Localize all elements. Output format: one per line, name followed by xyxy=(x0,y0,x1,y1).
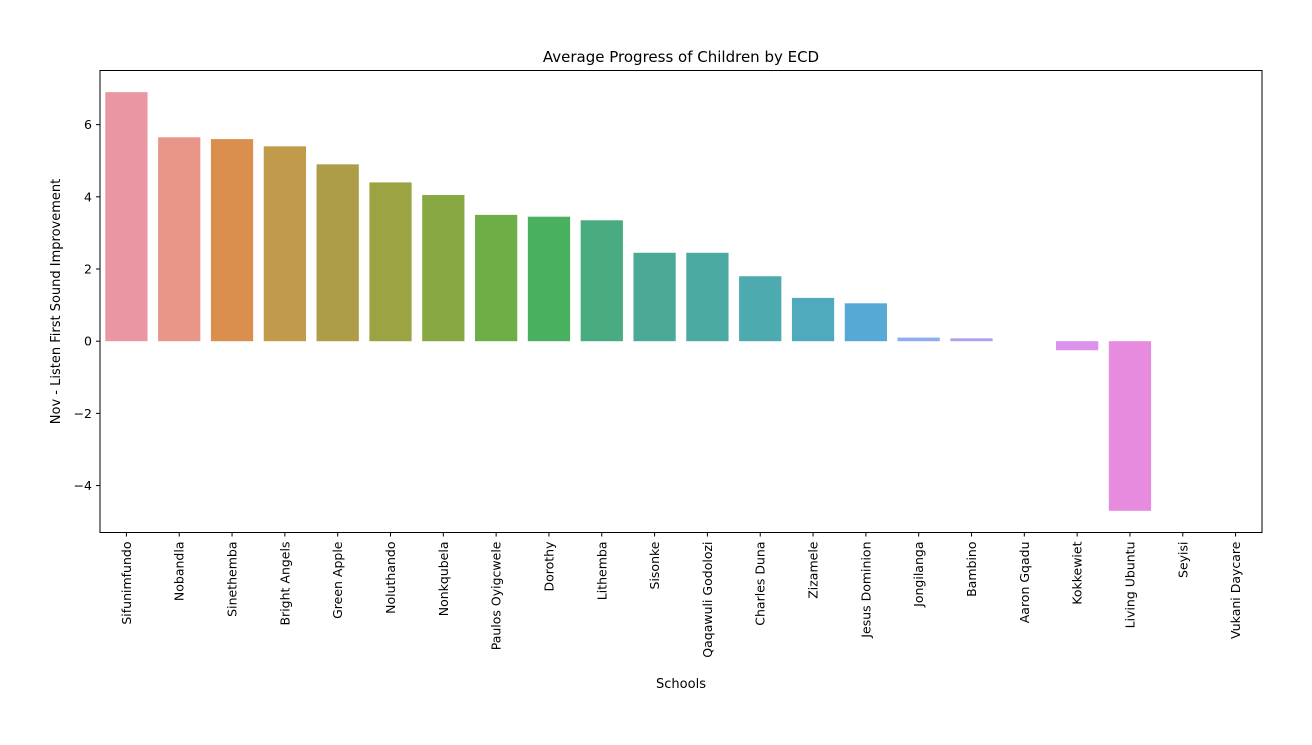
x-tick-label: Sifunimfundo xyxy=(119,542,134,625)
y-tick-label: −4 xyxy=(74,478,92,493)
y-tick-label: −2 xyxy=(74,406,92,421)
x-tick-label: Living Ubuntu xyxy=(1122,542,1137,629)
bar-noluthando xyxy=(369,182,412,342)
x-tick-label: Qaqawuli Godolozi xyxy=(700,542,715,658)
bar-nobandla xyxy=(158,137,201,342)
x-tick-label: Jesus Dominion xyxy=(858,542,873,639)
chart-title: Average Progress of Children by ECD xyxy=(543,48,819,66)
x-tick-label: Aaron Gqadu xyxy=(1017,542,1032,624)
bar-nonkqubela xyxy=(422,195,465,342)
x-tick-label: Vukani Daycare xyxy=(1228,541,1243,639)
x-tick-label: Jongilanga xyxy=(911,542,926,608)
y-tick-label: 6 xyxy=(84,117,92,132)
x-tick-label: Bambino xyxy=(964,542,979,597)
x-tick-label: Noluthando xyxy=(383,542,398,614)
x-tick-label: Nobandla xyxy=(172,542,187,602)
y-tick-label: 2 xyxy=(84,262,92,277)
y-tick-label: 0 xyxy=(84,334,92,349)
bar-jongilanga xyxy=(897,337,940,342)
y-axis-label: Nov - Listen First Sound Improvement xyxy=(49,179,64,424)
x-tick-label: Seyisi xyxy=(1175,542,1190,578)
bar-zizamele xyxy=(791,297,835,342)
x-axis: Sifunimfundo Nobandla Sinethemba Bright Ang… xyxy=(119,532,1243,658)
bar-living-ubuntu xyxy=(1108,341,1152,511)
bar-bambino xyxy=(950,338,993,342)
x-tick-label: Bright Angels xyxy=(277,542,292,626)
bar-paulos-oyigcwele xyxy=(475,214,518,342)
bar-sifunimfundo xyxy=(105,92,148,342)
x-tick-label: Lithemba xyxy=(594,542,609,601)
bar-lithemba xyxy=(580,220,623,342)
x-tick-label: Charles Duna xyxy=(753,542,768,626)
bars-layer xyxy=(105,92,1152,511)
x-axis-label: Schools xyxy=(656,677,706,692)
plot-area-frame xyxy=(99,70,1263,533)
x-tick-label: Sisonke xyxy=(647,541,662,589)
x-tick-label: Paulos Oyigcwele xyxy=(489,541,504,650)
bar-sisonke xyxy=(633,252,676,342)
bar-sinethemba xyxy=(210,139,254,342)
x-tick-label: Nonkqubela xyxy=(436,542,451,617)
bar-qaqawuli-godolozi xyxy=(686,252,729,342)
bar-kokkewiet xyxy=(1056,341,1099,351)
x-tick-label: Dorothy xyxy=(541,541,556,592)
x-tick-label: Sinethemba xyxy=(225,542,240,617)
y-axis: −4 −2 0 2 4 6 xyxy=(74,117,100,493)
bar-dorothy xyxy=(527,216,571,342)
bar-green-apple xyxy=(316,164,359,342)
x-tick-label: Kokkewiet xyxy=(1070,541,1085,604)
bar-charles-duna xyxy=(739,276,782,342)
x-tick-label: Zizamele xyxy=(806,541,821,599)
y-tick-label: 4 xyxy=(84,189,92,204)
x-tick-label: Green Apple xyxy=(330,541,345,619)
bar-bright-angels xyxy=(263,146,306,342)
bar-jesus-dominion xyxy=(844,303,887,342)
